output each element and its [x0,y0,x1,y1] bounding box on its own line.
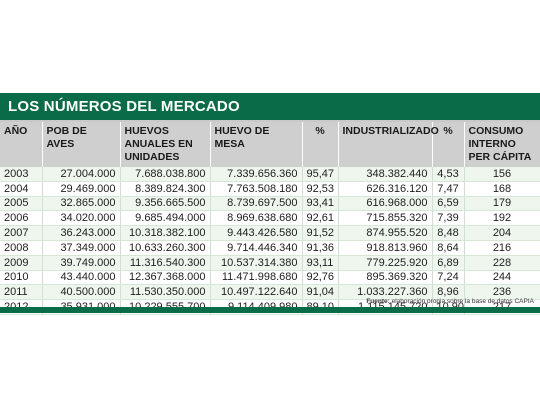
table-cell: 7,39 [432,210,465,227]
table-cell: 9.356.665.500 [120,196,211,212]
table-cell: 8.389.824.300 [120,181,211,197]
table-cell: 95,47 [302,167,339,182]
bottom-bar [0,307,540,313]
table-cell: 2007 [0,225,43,241]
table-cell: 1.033.227.360 [338,284,433,301]
market-table-panel: LOS NÚMEROS DEL MERCADO AÑO POB DE AVES … [0,85,540,317]
table-cell: 9.443.426.580 [210,225,303,241]
table-cell: 8,96 [432,284,465,301]
table-cell: 8,48 [432,225,465,241]
table-cell: 7.688.038.800 [120,167,211,182]
table-cell: 779.225.920 [338,255,433,271]
table-header-row: AÑO POB DE AVES HUEVOS ANUALES EN UNIDAD… [0,122,540,167]
table-cell: 32.865.000 [42,196,121,212]
col-header: % [302,122,339,167]
table-cell: 626.316.120 [338,181,433,197]
source-label: Fuente: [366,298,390,305]
table-cell: 2003 [0,167,43,182]
table-cell: 11.471.998.680 [210,270,303,286]
table-cell: 6,89 [432,255,465,271]
table-cell: 2005 [0,196,43,212]
table-cell: 7,47 [432,181,465,197]
table-cell: 93,11 [302,255,339,271]
table-cell: 91,36 [302,240,339,256]
table-cell: 40.500.000 [42,284,121,301]
table-cell: 616.968.000 [338,196,433,212]
table-cell: 4,53 [432,167,465,182]
table-row: 2006 34.020.000 9.685.494.000 8.969.638.680… [0,210,540,227]
table-cell: 10.318.382.100 [120,225,211,241]
col-header: HUEVO DE MESA [210,122,303,167]
table-cell: 715.855.320 [338,210,433,227]
table-cell: 10.497.122.640 [210,284,303,301]
col-header: POB DE AVES [42,122,121,167]
table-row: 2003 27.004.000 7.688.038.800 7.339.656.360… [0,167,540,182]
table-cell: 7.763.508.180 [210,181,303,197]
table-cell: 192 [464,210,540,227]
market-table: AÑO POB DE AVES HUEVOS ANUALES EN UNIDAD… [0,122,540,315]
table-row: 2004 29.469.000 8.389.824.300 7.763.508.180… [0,181,540,197]
table-cell: 11.530.350.000 [120,284,211,301]
table-body: 2003 27.004.000 7.688.038.800 7.339.656.360… [0,167,540,315]
table-cell: 874.955.520 [338,225,433,241]
title-bar: LOS NÚMEROS DEL MERCADO [0,93,540,120]
table-row: 2005 32.865.000 9.356.665.500 8.739.697.500… [0,196,540,212]
table-cell: 92,53 [302,181,339,197]
col-header: INDUSTRIALIZADO [338,122,439,167]
table-title: LOS NÚMEROS DEL MERCADO [8,98,240,115]
table-cell: 37.349.000 [42,240,121,256]
table-cell: 2011 [0,284,43,301]
col-header: AÑO [0,122,43,167]
table-cell: 93,41 [302,196,339,212]
table-cell: 8.969.638.680 [210,210,303,227]
table-cell: 36.243.000 [42,225,121,241]
table-cell: 92,61 [302,210,339,227]
table-cell: 11.316.540.300 [120,255,211,271]
table-cell: 29.469.000 [42,181,121,197]
table-cell: 9.714.446.340 [210,240,303,256]
table-cell: 91,52 [302,225,339,241]
table-cell: 216 [464,240,540,256]
table-cell: 895.369.320 [338,270,433,286]
table-cell: 918.813.960 [338,240,433,256]
table-cell: 43.440.000 [42,270,121,286]
table-row: 2009 39.749.000 11.316.540.300 10.537.314.3… [0,255,540,271]
table-cell: 228 [464,255,540,271]
table-cell: 156 [464,167,540,182]
col-header: % [432,122,465,167]
col-header: CONSUMO INTERNO PER CÁPITA [464,122,540,167]
table-cell: 12.367.368.000 [120,270,211,286]
table-cell: 2010 [0,270,43,286]
table-cell: 92,76 [302,270,339,286]
table-cell: 6,59 [432,196,465,212]
table-cell: 244 [464,270,540,286]
table-cell: 39.749.000 [42,255,121,271]
table-row: 2011 40.500.000 11.530.350.000 10.497.122.6… [0,284,540,301]
table-row: 2007 36.243.000 10.318.382.100 9.443.426.58… [0,225,540,241]
table-cell: 10.633.260.300 [120,240,211,256]
source-text: elaboración propia sobre la base de dato… [391,298,534,305]
table-cell: 8.739.697.500 [210,196,303,212]
table-cell: 348.382.440 [338,167,433,182]
table-cell: 2008 [0,240,43,256]
table-cell: 7,24 [432,270,465,286]
table-cell: 8,64 [432,240,465,256]
table-cell: 2004 [0,181,43,197]
source-note: Fuente: elaboración propia sobre la base… [366,298,534,305]
table-cell: 7.339.656.360 [210,167,303,182]
col-header: HUEVOS ANUALES EN UNIDADES [120,122,211,167]
table-cell: 10.537.314.380 [210,255,303,271]
table-row: 2010 43.440.000 12.367.368.000 11.471.998.6… [0,270,540,286]
table-cell: 91,04 [302,284,339,301]
table-cell: 204 [464,225,540,241]
table-cell: 179 [464,196,540,212]
table-cell: 2009 [0,255,43,271]
table-cell: 2006 [0,210,43,227]
table-row: 2008 37.349.000 10.633.260.300 9.714.446.34… [0,240,540,256]
table-cell: 9.685.494.000 [120,210,211,227]
table-cell: 27.004.000 [42,167,121,182]
table-cell: 168 [464,181,540,197]
table-cell: 236 [464,284,540,301]
table-cell: 34.020.000 [42,210,121,227]
